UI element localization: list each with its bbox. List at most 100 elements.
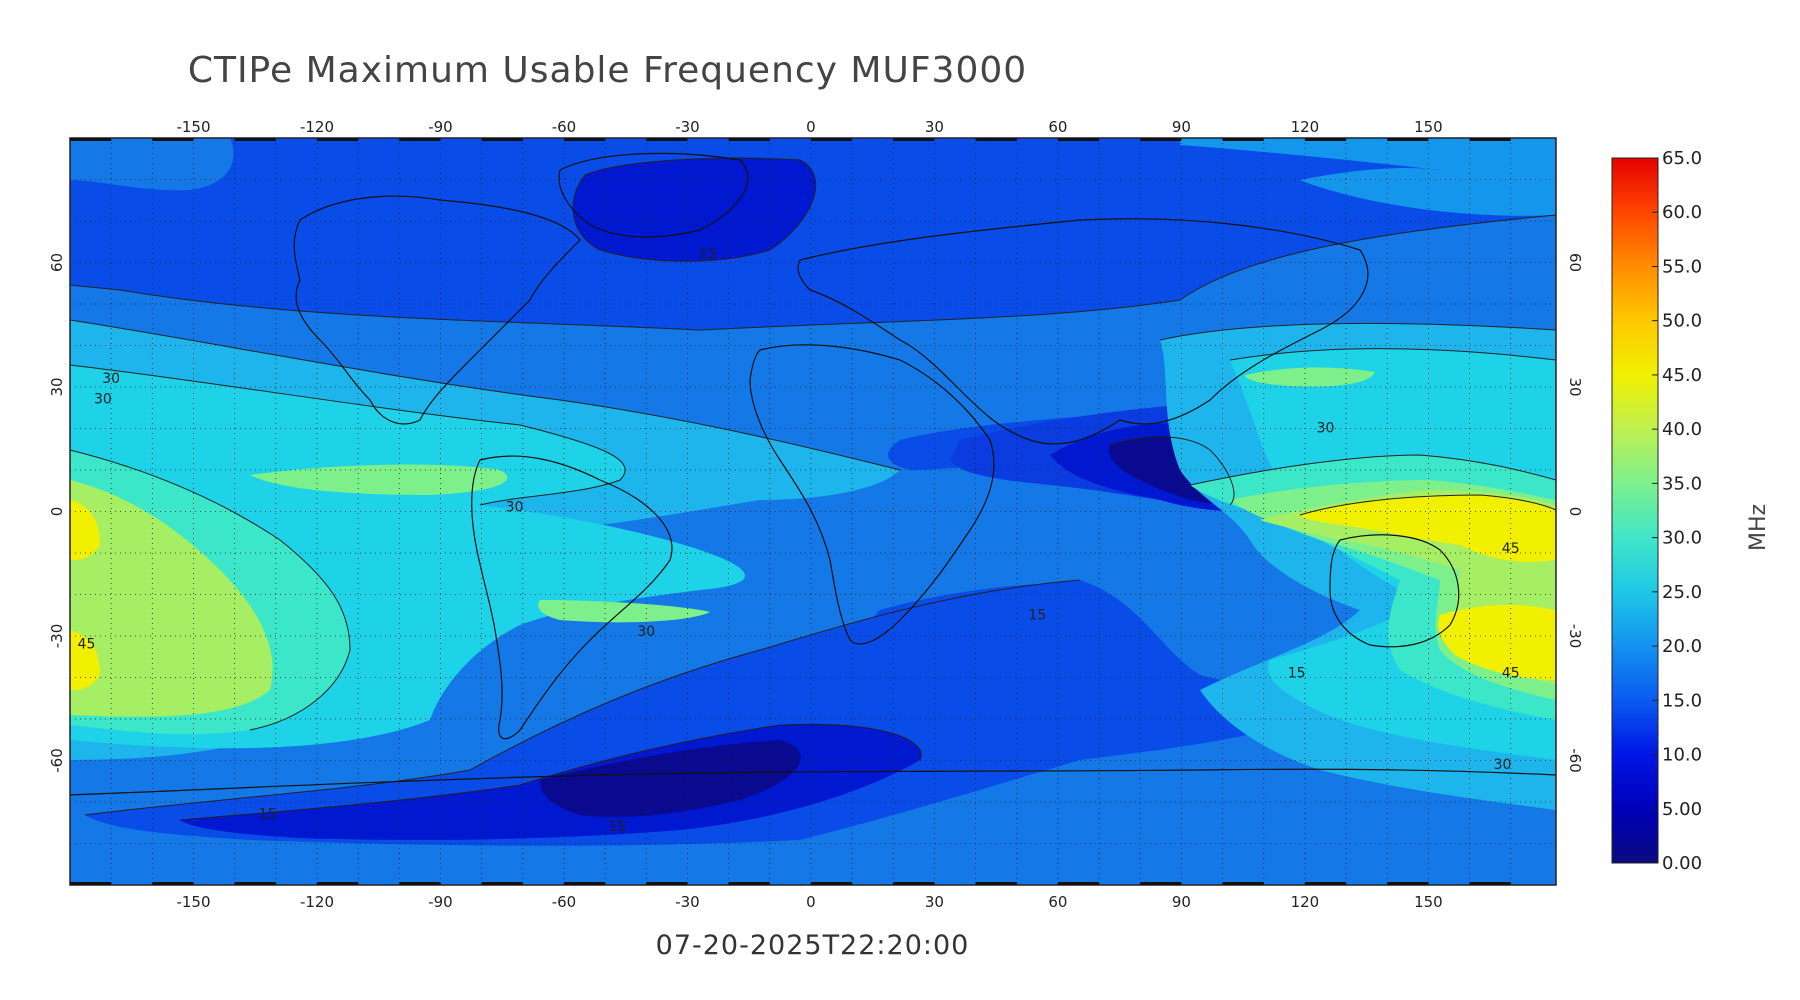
frame-tick: [975, 882, 1017, 885]
frame-tick: [481, 138, 523, 141]
colorbar-tick-label: 40.0: [1662, 419, 1702, 440]
lat-tick-label: -30: [48, 624, 66, 649]
frame-tick: [1140, 882, 1182, 885]
lon-tick-label: -120: [300, 118, 334, 136]
lon-labels-top: -150 -120 -90 -60 -30 0 30 60 90 120 150: [176, 118, 1442, 136]
colorbar-tick-label: 0.00: [1662, 853, 1702, 874]
colorbar-scale: [1611, 157, 1659, 864]
lon-tick-label: 120: [1291, 118, 1320, 136]
lat-labels-left: 60 30 0 -30 -60: [48, 253, 66, 773]
frame-tick: [893, 882, 935, 885]
colorbar-unit: MHz: [1746, 503, 1772, 552]
lon-tick-label: 60: [1048, 893, 1067, 911]
frame-tick: [975, 138, 1017, 141]
contour-region: [540, 740, 801, 817]
colorbar-tick-label: 45.0: [1662, 365, 1702, 386]
contour-label: 30: [1494, 757, 1512, 773]
frame-tick: [563, 138, 606, 141]
contour-label: 45: [1502, 541, 1520, 557]
contour-region: [250, 464, 508, 495]
contour-label: 15: [1028, 607, 1046, 623]
frame-tick: [646, 882, 688, 885]
lon-tick-label: 30: [925, 893, 944, 911]
lon-tick-label: -90: [428, 893, 453, 911]
lon-tick-label: 90: [1172, 118, 1191, 136]
frame-tick: [893, 138, 935, 141]
colorbar-tick-label: 55.0: [1662, 256, 1702, 277]
frame-tick: [152, 882, 194, 885]
lon-tick-label: -60: [552, 893, 577, 911]
lon-tick-label: -30: [675, 893, 700, 911]
lon-labels-bottom: -150 -120 -90 -60 -30 0 30 60 90 120 150: [176, 893, 1442, 911]
contour-region: [70, 138, 1556, 330]
coastline-africa: [749, 344, 995, 645]
contour-region: [538, 600, 710, 623]
lon-tick-label: -30: [675, 118, 700, 136]
lon-tick-label: 150: [1414, 118, 1443, 136]
colorbar-tick-label: 15.0: [1662, 690, 1702, 711]
colorbar-tick-label: 60.0: [1662, 202, 1702, 223]
frame-tick: [70, 882, 112, 885]
frame-tick: [1469, 882, 1511, 885]
contour-label: 15: [609, 819, 627, 835]
contour-label: 30: [94, 392, 112, 408]
frame-tick: [1304, 882, 1347, 885]
contour-label: 30: [1317, 421, 1335, 437]
colorbar-tick-label: 35.0: [1662, 473, 1702, 494]
frame-tick: [1222, 138, 1264, 141]
contour-fill: [70, 138, 1556, 885]
contour-region: [70, 500, 100, 560]
lon-tick-label: 60: [1048, 118, 1067, 136]
lat-tick-label: 30: [48, 377, 66, 396]
lat-tick-label: -60: [1566, 748, 1584, 773]
contour-label: 45: [78, 636, 96, 652]
contour-region: [85, 580, 1321, 846]
frame-ticks: [70, 138, 1511, 885]
frame-tick: [1140, 138, 1182, 141]
coastline-antarctica: [70, 768, 1556, 796]
contour-label: 15: [1288, 666, 1306, 682]
lon-tick-label: -150: [176, 893, 210, 911]
frame-tick: [563, 882, 606, 885]
frame-tick: [810, 138, 853, 141]
contour-label: 30: [102, 371, 120, 387]
colorbar-tick-label: 30.0: [1662, 528, 1702, 549]
frame-tick: [234, 882, 276, 885]
frame-tick: [728, 138, 770, 141]
lat-tick-label: 60: [48, 253, 66, 272]
frame-tick: [399, 882, 441, 885]
lon-tick-label: -90: [428, 118, 453, 136]
contour-region: [1245, 367, 1375, 387]
contour-lines: [70, 157, 1556, 821]
frame-tick: [1057, 882, 1100, 885]
lon-tick-label: 150: [1414, 893, 1443, 911]
lon-tick-label: 0: [806, 118, 816, 136]
colorbar-tick-label: 5.00: [1662, 799, 1702, 820]
colorbar-tick-label: 50.0: [1662, 311, 1702, 332]
frame-tick: [1304, 138, 1347, 141]
colorbar-tick-label: 10.0: [1662, 745, 1702, 766]
coastline-eurasia: [797, 218, 1369, 445]
frame-tick: [810, 882, 853, 885]
contour-label: 45: [1502, 666, 1520, 682]
lat-labels-right: 60 30 0 -30 -60: [1566, 253, 1584, 773]
contour-label: 15: [259, 807, 277, 823]
contour-region: [70, 480, 273, 717]
contour-labels: 30 30 30 30 45 15 15 15 15 15 30 45 45 30: [78, 246, 1520, 835]
contour-region: [1438, 605, 1556, 680]
lat-tick-label: 0: [48, 507, 66, 517]
contour-region: [70, 630, 100, 690]
colorbar-tick-label: 20.0: [1662, 636, 1702, 657]
coastline-north-america: [293, 195, 581, 425]
lat-tick-label: 60: [1566, 253, 1584, 272]
frame-tick: [316, 138, 359, 141]
map-title: CTIPe Maximum Usable Frequency MUF3000: [187, 50, 1028, 91]
frame-tick: [481, 882, 523, 885]
lat-tick-label: -60: [48, 748, 66, 773]
frame-tick: [1222, 882, 1264, 885]
contour-region: [1180, 138, 1556, 216]
frame-tick: [646, 138, 688, 141]
contour-region: [70, 138, 234, 191]
